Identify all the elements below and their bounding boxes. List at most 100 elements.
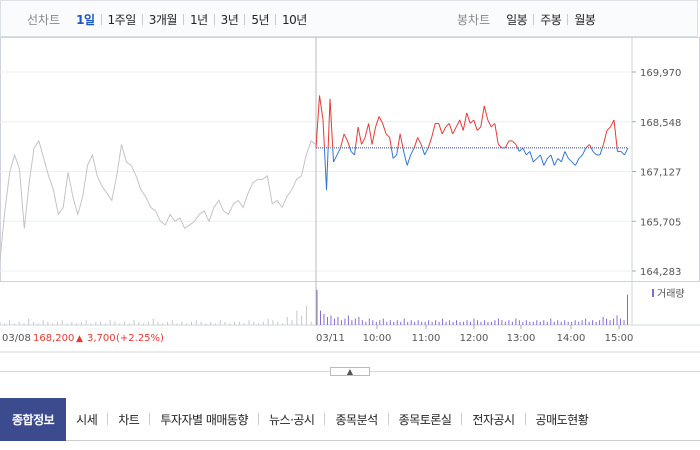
series-today-segment <box>515 144 519 149</box>
tab-7[interactable]: 전자공시 <box>472 412 515 427</box>
series-today-segment <box>410 147 415 156</box>
series-today-segment <box>610 119 615 128</box>
period-10year[interactable]: 10년 <box>282 13 307 27</box>
period-daily-candle[interactable]: 일봉 <box>506 13 528 27</box>
series-today-segment <box>431 123 436 138</box>
series-today-segment <box>354 147 356 155</box>
divider <box>141 14 143 25</box>
collapse-chart-button[interactable]: ▲ <box>330 367 370 376</box>
period-3year[interactable]: 3년 <box>220 13 239 27</box>
period-5year[interactable]: 5년 <box>251 13 270 27</box>
y-tick-label: 167,127 <box>640 168 681 179</box>
series-today-segment <box>420 144 423 149</box>
series-today-segment <box>504 140 510 149</box>
series-today-segment <box>480 105 485 128</box>
tab-8[interactable]: 공매도현황 <box>535 412 589 427</box>
prev-close-price: 168,200 <box>33 333 74 344</box>
divider <box>213 14 215 25</box>
tab-5[interactable]: 종목분석 <box>335 412 378 427</box>
series-today-segment <box>354 126 359 148</box>
series-today-segment <box>599 147 603 156</box>
time-tick-label: 14:00 <box>557 333 586 344</box>
series-today-segment <box>333 154 338 163</box>
series-today-segment <box>588 144 592 149</box>
prev-change-amount: 3,700 <box>87 333 116 344</box>
line-chart-label: 선차트 <box>27 13 61 27</box>
time-tick-label: 15:00 <box>605 333 634 344</box>
series-today-segment <box>585 144 590 149</box>
series-today-segment <box>389 137 392 149</box>
series-today-segment <box>553 158 559 166</box>
series-today-segment <box>427 137 433 149</box>
series-today-segment <box>462 112 468 131</box>
series-today-segment <box>517 147 520 152</box>
series-today-segment <box>564 151 569 159</box>
volume-legend-label: 거래량 <box>657 288 685 300</box>
series-today-segment <box>568 158 573 163</box>
series-today-segment <box>497 144 503 149</box>
series-today-segment <box>347 140 351 149</box>
period-3month[interactable]: 3개월 <box>148 13 178 27</box>
series-today-segment <box>361 137 366 145</box>
time-tick-label: 12:00 <box>460 333 489 344</box>
series-today-segment <box>606 126 611 131</box>
series-today-segment <box>476 126 482 131</box>
time-tick-label: 10:00 <box>363 333 392 344</box>
series-today-segment <box>455 119 461 128</box>
series-today-segment <box>329 98 334 148</box>
divider <box>107 413 109 425</box>
line-chart-periods: 선차트 1일 1주일 3개월 1년 3년 5년 10년 <box>27 1 313 38</box>
series-today-segment <box>469 119 475 124</box>
series-today-segment <box>624 147 629 156</box>
tab-1[interactable]: 시세 <box>76 412 98 427</box>
series-today-segment <box>448 123 454 135</box>
period-1year[interactable]: 1년 <box>189 13 208 27</box>
series-today-segment <box>323 147 328 190</box>
series-today-segment <box>459 119 464 131</box>
series-today-segment <box>581 147 587 156</box>
y-tick-label: 168,548 <box>640 118 681 129</box>
series-today-segment <box>371 126 377 145</box>
today-date-label: 03/11 <box>316 333 345 344</box>
series-today-segment <box>557 158 562 163</box>
tab-4[interactable]: 뉴스·공시 <box>269 412 315 427</box>
series-today-segment <box>592 151 597 156</box>
series-today-segment <box>350 151 355 156</box>
price-chart[interactable]: 169,970 168,548 167,127 165,705 164,283 거래량 03… <box>0 37 700 357</box>
series-today-segment <box>590 147 594 152</box>
period-1week[interactable]: 1주일 <box>107 13 137 27</box>
series-today-segment <box>343 133 348 142</box>
series-today-segment <box>441 126 447 135</box>
stock-info-tabs: 종합정보 시세 차트 투자자별 매매동향 뉴스·공시 종목분석 종목토론실 전자공시 공매도현황 <box>0 397 700 441</box>
divider <box>524 413 526 425</box>
divider <box>461 413 463 425</box>
series-today-segment <box>326 147 329 190</box>
tab-6[interactable]: 종목토론실 <box>398 412 452 427</box>
tab-3[interactable]: 투자자별 매매동향 <box>160 412 248 427</box>
series-today-segment <box>421 147 426 156</box>
prev-date-label: 03/08 <box>2 333 31 344</box>
time-tick-label: 11:00 <box>412 333 441 344</box>
divider <box>387 413 389 425</box>
tab-2[interactable]: 차트 <box>118 412 140 427</box>
series-today-segment <box>315 95 321 148</box>
period-1day[interactable]: 1일 <box>76 13 95 27</box>
series-today-segment <box>578 154 583 159</box>
divider <box>149 413 151 425</box>
period-monthly-candle[interactable]: 월봉 <box>574 13 596 27</box>
time-tick-label: 13:00 <box>507 333 536 344</box>
divider <box>258 413 259 425</box>
series-today-segment <box>483 105 489 121</box>
series-today-segment <box>349 147 352 152</box>
series-today-segment <box>522 147 527 156</box>
series-today-segment <box>613 119 618 148</box>
divider <box>533 14 535 25</box>
series-today-segment <box>364 123 370 138</box>
series-today-segment <box>525 151 531 156</box>
chevron-up-icon: ▲ <box>346 367 354 376</box>
tab-0[interactable]: 종합정보 <box>0 397 67 441</box>
chart-toolbar: 선차트 1일 1주일 3개월 1년 3년 5년 10년 봉차트 일봉 주봉 월봉 <box>0 0 698 37</box>
period-weekly-candle[interactable]: 주봉 <box>540 13 562 27</box>
series-today-segment <box>511 140 517 145</box>
series-today-segment <box>494 123 499 145</box>
